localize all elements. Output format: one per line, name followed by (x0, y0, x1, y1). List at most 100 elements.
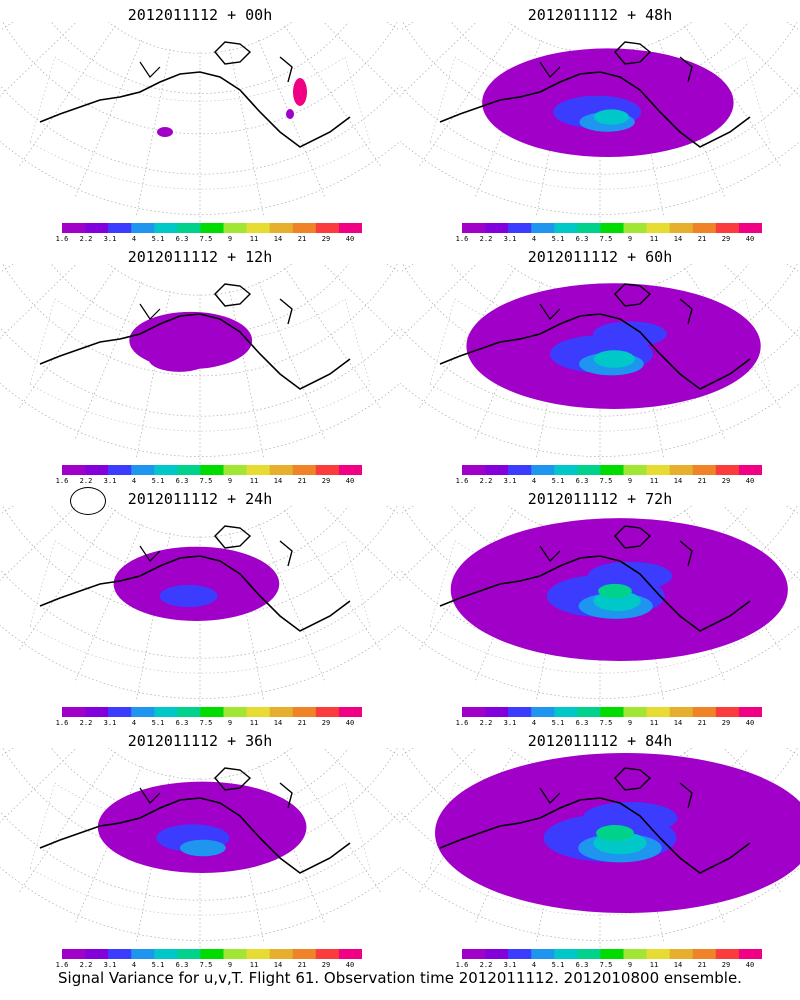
panel-title: 2012011112 + 60h (527, 248, 673, 266)
colorbar-tick-label: 11 (249, 719, 259, 727)
colorbar-swatch (338, 465, 362, 475)
colorbar-tick-label: 29 (721, 235, 731, 243)
colorbar-tick-label: 3.1 (103, 235, 117, 243)
colorbar-swatch (485, 707, 509, 717)
colorbar-tick-label: 6.3 (575, 719, 589, 727)
colorbar-tick-label: 14 (673, 719, 683, 727)
colorbar-swatch (715, 223, 740, 233)
colorbar-tick-label: 9 (627, 235, 633, 243)
colorbar-swatch (338, 707, 362, 717)
colorbar (462, 707, 762, 717)
colorbar-swatch (623, 949, 647, 959)
colorbar-tick-label: 11 (649, 719, 659, 727)
colorbar-swatch (62, 707, 86, 717)
colorbar-swatch (131, 949, 155, 959)
colorbar-tick-label: 40 (345, 961, 355, 969)
colorbar-swatch (692, 707, 717, 717)
colorbar-swatch (508, 223, 532, 233)
colorbar-tick-label: 1.6 (455, 235, 469, 243)
forecast-panel: 2012011112 + 24h 1.6 2.2 3.1 4 5.1 6.3 7.5 9 11 1… (0, 484, 400, 727)
variance-map (0, 22, 400, 222)
forecast-panel: 2012011112 + 00h 1.6 2.2 3.1 4 5.1 6.3 7.5 9 11 1… (0, 0, 400, 243)
colorbar-swatch (646, 465, 670, 475)
variance-map (400, 22, 800, 222)
colorbar (62, 949, 362, 959)
colorbar-swatch (131, 223, 155, 233)
colorbar-swatch (200, 949, 224, 959)
colorbar-swatch (508, 465, 532, 475)
colorbar-swatch (154, 707, 178, 717)
colorbar-swatch (623, 707, 647, 717)
colorbar-tick-label: 11 (649, 961, 659, 969)
colorbar-swatch (154, 223, 178, 233)
colorbar-swatch (577, 465, 601, 475)
colorbar-swatch (554, 223, 578, 233)
colorbar-tick-label: 21 (297, 235, 307, 243)
colorbar-swatch (292, 465, 317, 475)
colorbar-tick-label: 14 (273, 719, 283, 727)
colorbar-tick-label: 3.1 (503, 961, 517, 969)
colorbar-tick-label: 1.6 (455, 477, 469, 485)
colorbar-tick-label: 6.3 (575, 961, 589, 969)
colorbar-swatch (223, 465, 247, 475)
colorbar-swatch (315, 223, 340, 233)
colorbar-tick-label: 7.5 (599, 235, 613, 243)
colorbar-swatch (131, 465, 155, 475)
colorbar-tick-label: 21 (697, 961, 707, 969)
colorbar-swatch (462, 223, 486, 233)
colorbar-labels: 1.6 2.2 3.1 4 5.1 6.3 7.5 9 11 14 21 29 40 (56, 961, 362, 971)
colorbar-tick-label: 5.1 (151, 961, 165, 969)
colorbar-swatch (692, 949, 717, 959)
panel-title: 2012011112 + 12h (127, 248, 273, 266)
colorbar-labels: 1.6 2.2 3.1 4 5.1 6.3 7.5 9 11 14 21 29 40 (56, 477, 362, 487)
colorbar-swatch (246, 707, 270, 717)
colorbar-swatch (154, 949, 178, 959)
forecast-panel: 2012011112 + 60h 1.6 2.2 3.1 4 5.1 6.3 7.5 9 11 1… (400, 242, 800, 485)
panel-title: 2012011112 + 72h (527, 490, 673, 508)
colorbar-tick-label: 5.1 (551, 961, 565, 969)
colorbar-tick-label: 5.1 (551, 719, 565, 727)
colorbar-swatch (177, 707, 201, 717)
colorbar-tick-label: 3.1 (103, 719, 117, 727)
forecast-panel: 2012011112 + 48h 1.6 2.2 3.1 4 5.1 6.3 7.5 9 11 1… (400, 0, 800, 243)
colorbar-tick-label: 11 (249, 235, 259, 243)
colorbar-tick-label: 40 (745, 235, 755, 243)
colorbar-tick-label: 1.6 (55, 235, 69, 243)
variance-map (0, 264, 400, 464)
circle-annotation (70, 487, 106, 515)
colorbar-tick-label: 14 (673, 961, 683, 969)
colorbar-labels: 1.6 2.2 3.1 4 5.1 6.3 7.5 9 11 14 21 29 40 (456, 719, 762, 729)
colorbar-tick-label: 4 (531, 961, 537, 969)
colorbar-swatch (269, 223, 294, 233)
colorbar-swatch (485, 223, 509, 233)
colorbar-tick-label: 4 (531, 719, 537, 727)
variance-map (0, 506, 400, 706)
colorbar-swatch (692, 465, 717, 475)
colorbar-tick-label: 9 (627, 961, 633, 969)
colorbar-tick-label: 21 (297, 477, 307, 485)
colorbar (62, 707, 362, 717)
colorbar (462, 223, 762, 233)
colorbar-swatch (223, 707, 247, 717)
colorbar-swatch (85, 465, 109, 475)
colorbar-swatch (85, 223, 109, 233)
colorbar-tick-label: 7.5 (199, 961, 213, 969)
colorbar-swatch (600, 949, 624, 959)
colorbar-tick-label: 1.6 (455, 961, 469, 969)
colorbar-tick-label: 14 (273, 961, 283, 969)
colorbar-tick-label: 5.1 (151, 477, 165, 485)
colorbar-swatch (462, 949, 486, 959)
panel-title: 2012011112 + 00h (127, 6, 273, 24)
colorbar-tick-label: 5.1 (151, 235, 165, 243)
colorbar-swatch (246, 223, 270, 233)
colorbar-tick-label: 5.1 (551, 477, 565, 485)
colorbar-tick-label: 6.3 (575, 235, 589, 243)
forecast-panel: 2012011112 + 72h 1.6 2.2 3.1 4 5.1 6.3 7.5 9 11 1… (400, 484, 800, 727)
colorbar-tick-label: 2.2 (79, 719, 93, 727)
colorbar (62, 223, 362, 233)
colorbar-tick-label: 6.3 (175, 235, 189, 243)
colorbar-tick-label: 7.5 (199, 719, 213, 727)
colorbar-swatch (246, 465, 270, 475)
colorbar-tick-label: 21 (697, 235, 707, 243)
colorbar-tick-label: 14 (273, 477, 283, 485)
